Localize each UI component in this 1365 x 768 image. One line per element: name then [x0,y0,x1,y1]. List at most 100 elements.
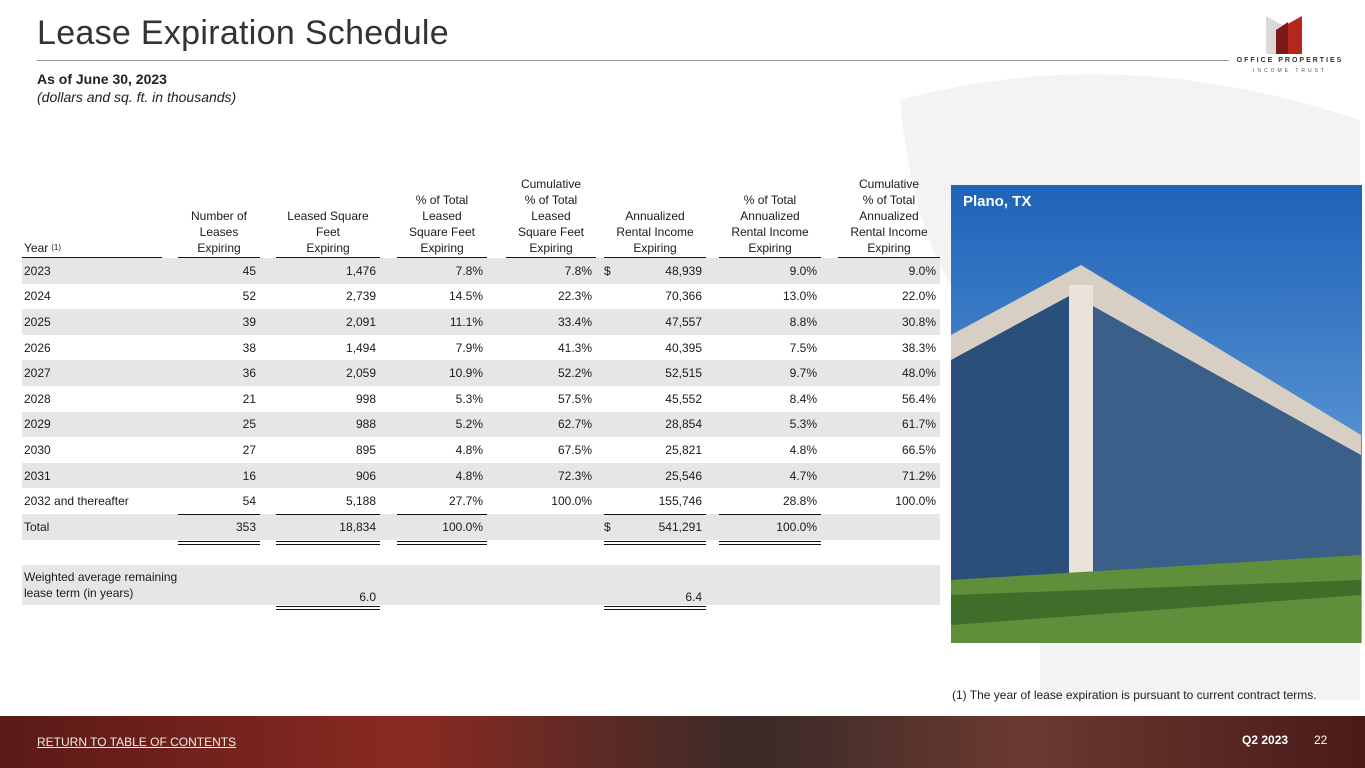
table-cell: 57.5% [557,391,592,406]
table-cell: 100.0% [895,494,936,509]
total-rule [397,514,487,515]
table-cell: 2,059 [345,366,376,381]
table-cell: 5,188 [345,494,376,509]
quarter: Q2 2023 [1242,733,1289,747]
row-shade [22,411,940,438]
table-cell: 39 [242,314,256,329]
table-cell: 998 [355,391,376,406]
table-cell: 11.1% [449,314,483,329]
dollar-sign: $ [604,519,611,534]
table-cell: 16 [242,468,256,483]
double-rule [604,609,706,611]
column-header: Annualized Rental Income Expiring [616,209,694,255]
double-rule [604,606,706,608]
table-cell: 4.8% [455,442,483,457]
row-label: 2024 [24,289,51,304]
footnote-ref: (1) [51,243,62,252]
table-cell: 8.8% [789,314,817,329]
row-label: 2028 [24,391,51,406]
column-header: % of Total Annualized Rental Income Expi… [731,193,809,255]
column-header: Year (1) [24,241,62,255]
row-label: 2029 [24,417,51,432]
total-cell: 353 [235,519,256,534]
title: Lease Expiration Schedule [37,14,449,52]
double-rule [604,540,706,542]
table-cell: 27 [242,442,256,457]
table-cell: 7.5% [789,340,817,355]
row-shade [22,258,940,284]
table-cell: 2,091 [345,314,376,329]
table-cell: 61.7% [901,417,936,432]
table-cell: 100.0% [551,494,592,509]
table-cell: 7.8% [564,263,592,278]
table-cell: 56.4% [901,391,936,406]
table-cell: 1,494 [345,340,376,355]
double-rule [604,543,706,545]
table-cell: 5.3% [455,391,483,406]
table-cell: 7.9% [455,340,483,355]
row-shade [22,462,940,489]
table-cell: 5.3% [789,417,817,432]
table-cell: 52.2% [557,366,592,381]
lease-table: Year (1) Number of Leases Expiring Leased S… [22,177,940,611]
double-rule [276,606,380,608]
table-cell: 13.0% [782,289,817,304]
double-rule [276,540,380,542]
table-cell: 36 [242,366,256,381]
building-illustration [951,185,1362,643]
column-header: Leased Square Feet Expiring [287,209,369,255]
double-rule [719,540,821,542]
units-note: (dollars and sq. ft. in thousands) [37,89,237,105]
row-label: 2030 [24,442,51,457]
row-shade [22,565,940,606]
table-cell: 70,366 [665,289,702,304]
table-cell: 906 [355,468,376,483]
row-label: 2027 [24,366,51,381]
table-cell: 30.8% [901,314,936,329]
column-header: Cumulative % of Total Annualized Rental … [850,177,928,255]
total-cell: 18,834 [339,519,376,534]
total-rule [276,514,380,515]
footnote: (1) The year of lease expiration is purs… [952,688,1317,702]
table-cell: 22.0% [901,289,936,304]
row-label: 2025 [24,314,51,329]
table-cell: 1,476 [345,263,376,278]
table-cell: 988 [355,417,376,432]
total-rule [604,514,706,515]
column-header: Number of Leases Expiring [190,209,248,255]
row-label: 2032 and thereafter [24,494,129,509]
table-cell: 41.3% [557,340,592,355]
total-rule [719,514,821,515]
double-rule [178,540,260,542]
table-cell: 27.7% [448,494,483,509]
total-cell: 100.0% [776,519,817,534]
row-shade [22,360,940,386]
page-number: 22 [1314,733,1328,747]
double-rule [178,543,260,545]
table-cell: 28.8% [782,494,817,509]
table-cell: 40,395 [665,340,702,355]
table-cell: 895 [355,442,376,457]
table-cell: 155,746 [658,494,702,509]
table-cell: 21 [242,391,256,406]
table-cell: 48,939 [665,263,702,278]
table-cell: 54 [242,494,256,509]
double-rule [276,543,380,545]
toc-link[interactable]: RETURN TO TABLE OF CONTENTS [37,735,237,749]
logo-subtext: INCOME TRUST [1253,68,1327,74]
table-cell: 52 [242,289,256,304]
row-label: Total [24,519,50,534]
table-cell: 47,557 [665,314,702,329]
table-cell: 66.5% [901,442,936,457]
table-cell: 25,821 [665,442,702,457]
photo: Plano, TX [951,185,1362,643]
table-cell: 25 [242,417,256,432]
title-rule [37,60,1229,61]
table-cell: 14.5% [448,289,483,304]
table-cell: 4.8% [789,442,817,457]
total-rule [178,514,260,515]
row-label: 2031 [24,468,51,483]
footer-band: RETURN TO TABLE OF CONTENTS Q2 2023 22 [0,716,1365,768]
table-cell: 10.9% [448,366,483,381]
